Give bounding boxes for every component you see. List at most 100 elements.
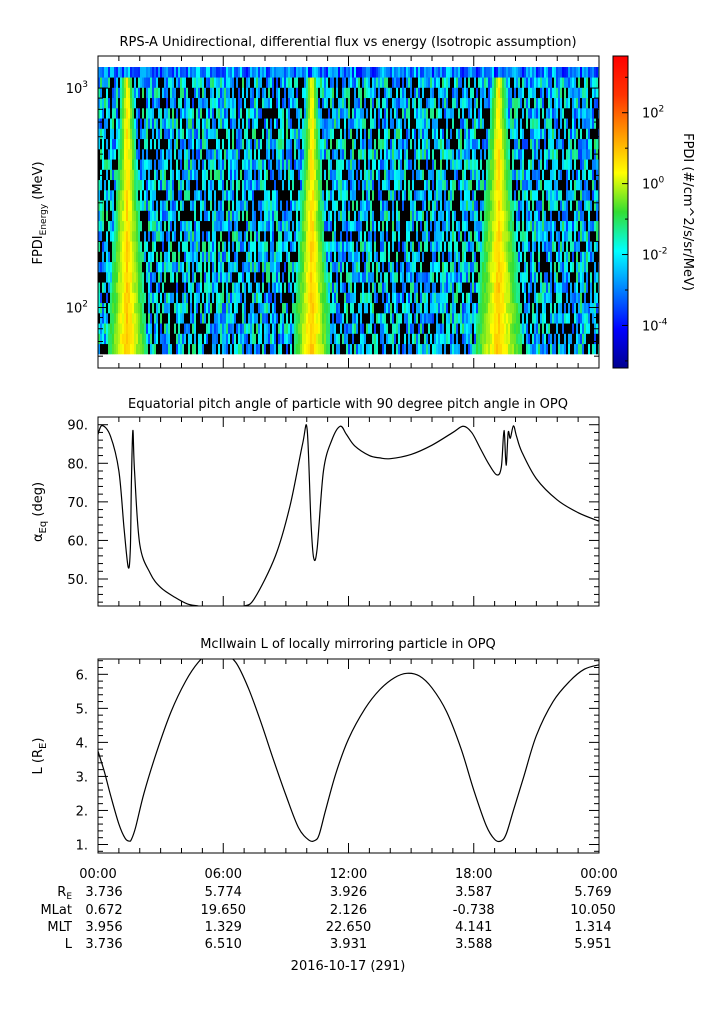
heatmap-cell bbox=[104, 241, 107, 252]
heatmap-cell bbox=[234, 241, 237, 252]
heatmap-cell bbox=[120, 118, 123, 129]
heatmap-cell bbox=[296, 220, 299, 232]
heatmap-cell bbox=[244, 241, 247, 252]
heatmap-cell bbox=[440, 179, 443, 191]
heatmap-cell bbox=[190, 282, 193, 293]
heatmap-cell bbox=[148, 108, 151, 119]
heatmap-cell bbox=[308, 128, 311, 140]
heatmap-cell bbox=[416, 190, 419, 201]
heatmap-cell bbox=[346, 200, 349, 211]
heatmap-cell bbox=[142, 77, 145, 88]
heatmap-cell bbox=[372, 343, 375, 355]
heatmap-cell bbox=[170, 241, 173, 252]
heatmap-cell bbox=[376, 333, 379, 345]
heatmap-cell bbox=[206, 282, 209, 293]
heatmap-cell bbox=[352, 128, 355, 140]
heatmap-cell bbox=[160, 220, 163, 232]
heatmap-cell bbox=[342, 251, 345, 263]
heatmap-cell bbox=[334, 272, 337, 283]
heatmap-cell bbox=[298, 231, 301, 242]
heatmap-cell bbox=[180, 108, 183, 119]
heatmap-cell bbox=[118, 343, 121, 355]
heatmap-cell bbox=[296, 333, 299, 345]
heatmap-cell bbox=[218, 67, 221, 78]
heatmap-cell bbox=[350, 169, 353, 181]
heatmap-cell bbox=[120, 210, 123, 222]
heatmap-cell bbox=[240, 333, 243, 345]
heatmap-cell bbox=[256, 159, 259, 170]
heatmap-cell bbox=[214, 138, 217, 150]
heatmap-cell bbox=[306, 302, 309, 314]
heatmap-cell bbox=[452, 302, 455, 314]
heatmap-cell bbox=[258, 67, 261, 78]
heatmap-cell bbox=[252, 149, 255, 160]
heatmap-cell bbox=[226, 159, 229, 170]
heatmap-cell bbox=[290, 97, 293, 109]
heatmap-cell bbox=[214, 241, 217, 252]
heatmap-cell bbox=[208, 67, 211, 78]
heatmap-cell bbox=[414, 282, 417, 293]
heatmap-cell bbox=[224, 179, 227, 191]
heatmap-cell bbox=[186, 251, 189, 263]
heatmap-cell bbox=[418, 241, 421, 252]
heatmap-cell bbox=[236, 159, 239, 170]
heatmap-cell bbox=[182, 210, 185, 222]
heatmap-cell bbox=[440, 118, 443, 129]
heatmap-cell bbox=[416, 241, 419, 252]
heatmap-cell bbox=[228, 97, 231, 109]
heatmap-cell bbox=[294, 159, 297, 170]
heatmap-cell bbox=[150, 282, 153, 293]
heatmap-cell bbox=[278, 190, 281, 201]
heatmap-cell bbox=[144, 169, 147, 181]
heatmap-cell bbox=[252, 179, 255, 191]
heatmap-cell bbox=[158, 159, 161, 170]
heatmap-cell bbox=[146, 241, 149, 252]
heatmap-cell bbox=[320, 159, 323, 170]
heatmap-cell bbox=[122, 128, 125, 140]
heatmap-cell bbox=[156, 210, 159, 222]
heatmap-cell bbox=[122, 200, 125, 211]
heatmap-cell bbox=[110, 87, 113, 99]
heatmap-cell bbox=[274, 77, 277, 88]
heatmap-cell bbox=[326, 251, 329, 263]
heatmap-cell bbox=[204, 220, 207, 232]
heatmap-cell bbox=[162, 77, 165, 88]
heatmap-cell bbox=[176, 343, 179, 355]
heatmap-cell bbox=[254, 292, 257, 304]
heatmap-cell bbox=[388, 323, 391, 334]
heatmap-cell bbox=[228, 128, 231, 140]
heatmap-cell bbox=[336, 292, 339, 304]
heatmap-cell bbox=[226, 251, 229, 263]
heatmap-cell bbox=[258, 118, 261, 129]
heatmap-cell bbox=[308, 97, 311, 109]
heatmap-cell bbox=[156, 292, 159, 304]
heatmap-cell bbox=[308, 241, 311, 252]
heatmap-cell bbox=[240, 67, 243, 78]
heatmap-cell bbox=[158, 128, 161, 140]
heatmap-cell bbox=[356, 87, 359, 99]
heatmap-cell bbox=[126, 210, 129, 222]
heatmap-cell bbox=[350, 179, 353, 191]
heatmap-cell bbox=[254, 302, 257, 314]
heatmap-cell bbox=[444, 159, 447, 170]
heatmap-cell bbox=[342, 200, 345, 211]
heatmap-cell bbox=[274, 241, 277, 252]
heatmap-cell bbox=[118, 77, 121, 88]
heatmap-cell bbox=[386, 200, 389, 211]
heatmap-cell bbox=[398, 200, 401, 211]
heatmap-cell bbox=[382, 97, 385, 109]
heatmap-cell bbox=[182, 149, 185, 160]
heatmap-cell bbox=[218, 190, 221, 201]
heatmap-cell bbox=[442, 108, 445, 119]
heatmap-cell bbox=[332, 241, 335, 252]
heatmap-cell bbox=[138, 272, 141, 283]
heatmap-cell bbox=[378, 97, 381, 109]
heatmap-cell bbox=[160, 251, 163, 263]
heatmap-cell bbox=[112, 323, 115, 334]
heatmap-cell bbox=[234, 169, 237, 181]
heatmap-cell bbox=[270, 272, 273, 283]
heatmap-cell bbox=[346, 251, 349, 263]
heatmap-cell bbox=[374, 292, 377, 304]
heatmap-cell bbox=[160, 313, 163, 324]
heatmap-cell bbox=[390, 169, 393, 181]
